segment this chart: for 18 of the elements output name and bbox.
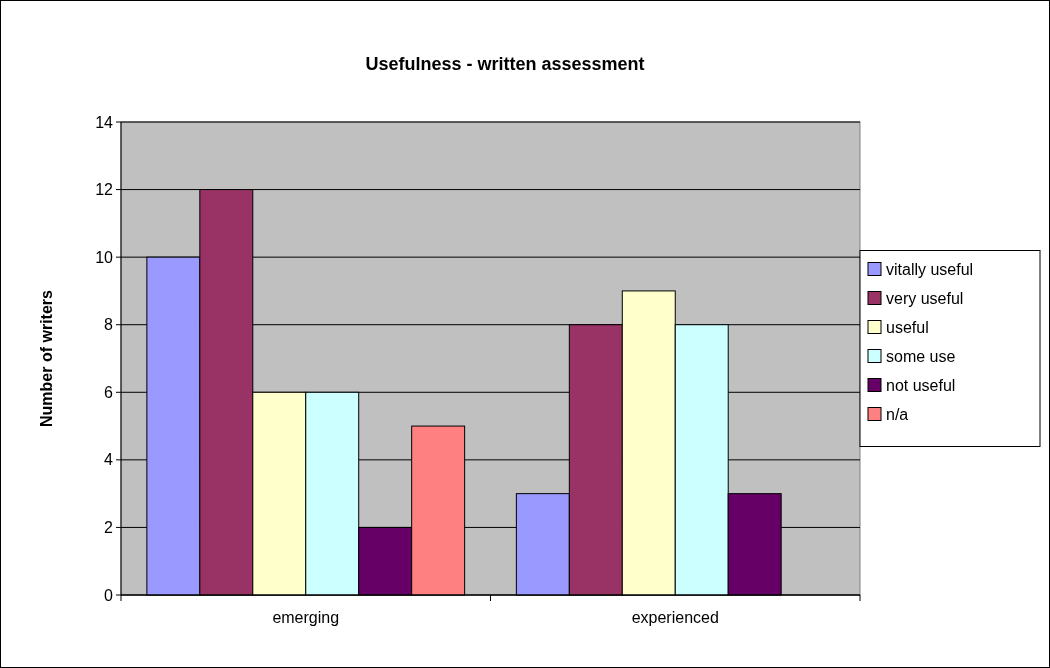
x-tick-label: experienced: [631, 609, 719, 626]
legend-label: n/a: [886, 406, 909, 424]
y-axis-title: Number of writers: [38, 289, 55, 427]
y-tick-label: 4: [104, 451, 114, 469]
y-tick-label: 8: [104, 316, 114, 334]
y-tick-label: 14: [95, 113, 114, 131]
legend-label: useful: [886, 319, 929, 337]
y-tick-label: 0: [104, 586, 114, 604]
y-tick-label: 6: [104, 383, 114, 401]
legend-label: not useful: [886, 377, 956, 395]
y-tick-label: 2: [104, 519, 114, 537]
legend-label: some use: [886, 348, 956, 366]
y-tick-label: 12: [95, 181, 114, 199]
chart-title: Usefulness - written assessment: [365, 54, 645, 74]
x-tick-label: emerging: [272, 609, 340, 626]
legend-label: very useful: [886, 290, 964, 308]
y-tick-label: 10: [95, 248, 114, 266]
legend-label: vitally useful: [886, 261, 974, 279]
